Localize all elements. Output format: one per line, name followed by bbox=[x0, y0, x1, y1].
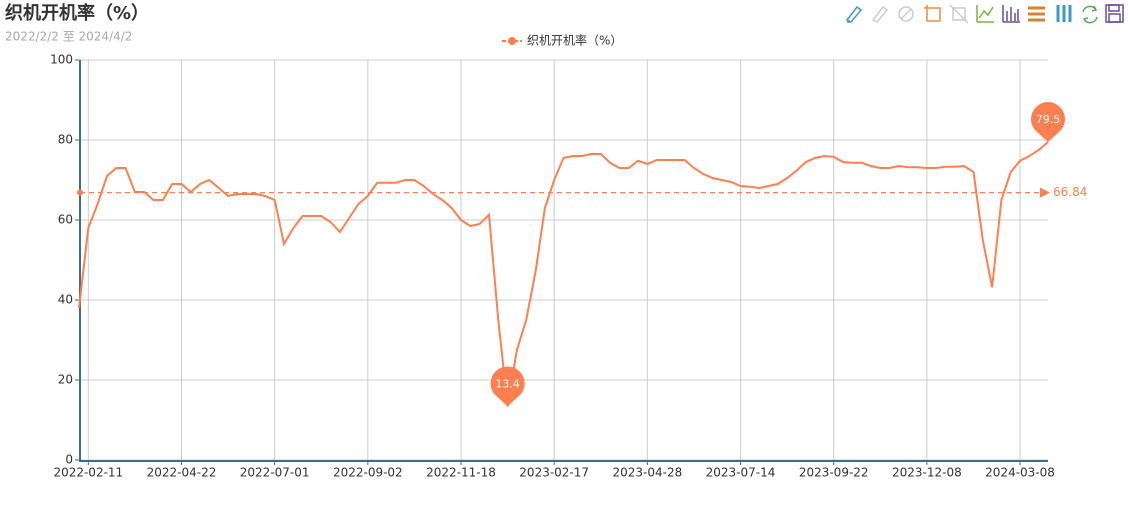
x-tick-label: 2022-11-18 bbox=[426, 466, 496, 480]
tool-restore[interactable] bbox=[1082, 5, 1098, 24]
tool-line[interactable] bbox=[976, 5, 994, 23]
y-tick-label: 40 bbox=[58, 293, 73, 307]
y-tick-label: 20 bbox=[58, 373, 73, 387]
x-tick-label: 2024-03-08 bbox=[985, 466, 1055, 480]
x-tick-label: 2023-07-14 bbox=[706, 466, 776, 480]
y-tick-label: 100 bbox=[50, 53, 73, 67]
tool-tiled[interactable] bbox=[1056, 5, 1072, 22]
y-tick-label: 60 bbox=[58, 213, 73, 227]
x-tick-label: 2023-02-17 bbox=[519, 466, 589, 480]
legend-label: 织机开机率（%） bbox=[527, 33, 622, 48]
pin-min bbox=[490, 366, 525, 407]
chart-subtitle: 2022/2/2 至 2024/4/2 bbox=[5, 30, 132, 44]
tool-stack[interactable] bbox=[1028, 6, 1045, 22]
x-tick-label: 2022-02-11 bbox=[53, 466, 123, 480]
tool-zoom[interactable] bbox=[924, 5, 941, 22]
tool-mark-clear[interactable] bbox=[898, 6, 914, 22]
x-tick-label: 2022-04-22 bbox=[147, 466, 217, 480]
tool-bar[interactable] bbox=[1002, 5, 1020, 23]
tool-save[interactable] bbox=[1105, 4, 1124, 23]
y-tick-label: 0 bbox=[65, 453, 73, 467]
x-tick-label: 2022-07-01 bbox=[240, 466, 310, 480]
pin-max bbox=[1031, 102, 1065, 142]
x-tick-label: 2023-12-08 bbox=[892, 466, 962, 480]
pin-label: 79.5 bbox=[1036, 113, 1061, 126]
pin-label: 13.4 bbox=[495, 377, 520, 390]
toolbox bbox=[845, 4, 1124, 24]
y-tick-label: 80 bbox=[58, 133, 73, 147]
tool-mark-undo[interactable] bbox=[871, 5, 889, 23]
tool-zoom-reset[interactable] bbox=[949, 4, 969, 24]
average-label: 66.84 bbox=[1053, 185, 1087, 199]
legend[interactable]: 织机开机率（%） bbox=[502, 33, 622, 48]
average-arrow bbox=[1040, 187, 1050, 198]
x-tick-label: 2022-09-02 bbox=[333, 466, 403, 480]
series-line bbox=[78, 141, 1049, 407]
legend-symbol bbox=[508, 37, 516, 45]
chart-title: 织机开机率（%） bbox=[5, 2, 149, 24]
x-tick-label: 2023-04-28 bbox=[612, 466, 682, 480]
x-tick-label: 2023-09-22 bbox=[799, 466, 869, 480]
tool-mark[interactable] bbox=[845, 5, 863, 23]
